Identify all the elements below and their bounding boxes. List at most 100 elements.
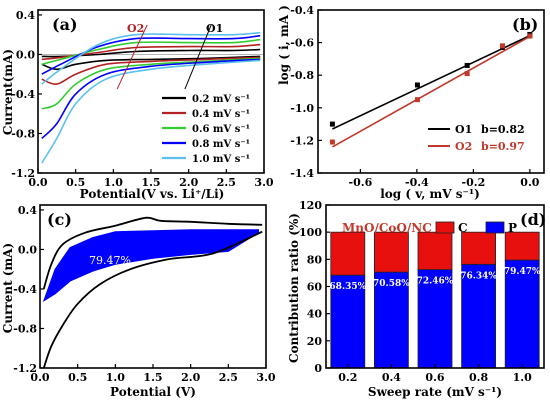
panel-b-ytick-label: -0.8: [290, 69, 314, 82]
panel-a-annotation-o1: O1: [206, 22, 223, 35]
panel-a: 0.0 0.5 1.0 1.5 2.0 2.5 3.00.40.0-0.4-0.8-1.2 …: [1, 9, 274, 201]
panel-c-ytick-label: -0.8: [13, 322, 37, 335]
panel-a-xtick-label: 3.0: [254, 176, 273, 189]
panel-a-ytick-label: -0.8: [11, 127, 35, 140]
panel-b-point-1-2: [464, 71, 470, 77]
panel-b: -0.6 -0.4 -0.2 0.0-0.4-0.6-0.8-1.0-1.2-1.4 …: [277, 4, 545, 201]
panel-a-label: (a): [52, 15, 78, 34]
panel-a-series-0-upper: [41, 48, 261, 58]
panel-c-ytick-label: -0.4: [13, 283, 37, 296]
panel-a-xlabel: Potential(V vs. Li⁺/Li): [80, 187, 225, 201]
panel-b-label: (b): [512, 15, 538, 34]
panel-a-ytick-label: -1.2: [11, 167, 35, 180]
panel-b-point-0-0: [329, 121, 335, 127]
panel-d-xtick-label: 1.0: [513, 371, 532, 384]
panel-c-xtick-label: 1.0: [106, 371, 125, 384]
panel-d-bar-P-2: [417, 269, 453, 369]
panel-b-ytick-label: -1.0: [290, 102, 314, 115]
panel-c-ylabel: Current (mA): [1, 243, 15, 333]
panel-a-series-4-lower: [41, 59, 261, 164]
panel-a-xtick-label: 2.0: [179, 176, 198, 189]
panel-c-xtick-label: 2.0: [181, 371, 200, 384]
panel-d-bar-C-1: [373, 231, 409, 273]
panel-b-fit-1: [332, 35, 531, 148]
panel-d-bar-C-4: [504, 231, 540, 261]
panel-b-ytick-label: -0.4: [290, 4, 314, 17]
panel-d-bar-label-4: 79.47%: [504, 267, 541, 277]
panel-b-legend-b-0: b=0.82: [481, 123, 525, 136]
panel-d-xlabel: Sweep rate (mV s⁻¹): [368, 385, 502, 399]
panel-d-bar-C-0: [330, 231, 366, 276]
panel-d-ytick-label: 60: [307, 281, 323, 294]
panel-d-xtick-label: 0.2: [338, 371, 357, 384]
panel-a-annotation-o2: O2: [127, 22, 144, 35]
panel-d-legend-label-C: C: [458, 221, 468, 235]
panel-d-bar-label-3: 76.34%: [460, 271, 497, 281]
panel-c-xtick-label: 3.0: [256, 371, 275, 384]
panel-c-ytick-label: -1.2: [13, 362, 37, 375]
panel-d-legend-swatch-C: [435, 221, 455, 234]
panel-a-xtick-label: 2.5: [217, 176, 236, 189]
panel-a-legend-label-2: 0.6 mV s⁻¹: [192, 124, 250, 135]
panel-d-legend-swatch-P: [485, 221, 505, 234]
panel-c-annotation: 79.47%: [89, 254, 131, 267]
panel-d-xtick-label: 0.4: [382, 371, 401, 384]
panel-c: 0.0 0.5 1.0 1.5 2.0 2.5 3.00.40.0-0.4-0.8-1.2 …: [1, 204, 276, 399]
panel-a-xtick-label: 1.5: [141, 176, 160, 189]
panel-a-ytick-label: 0.4: [16, 9, 35, 22]
panel-c-xtick-label: 1.5: [143, 371, 162, 384]
panel-d-title: MnO/CoO/NC: [342, 221, 432, 235]
panel-d-ytick-label: 80: [307, 253, 323, 266]
panel-d-bar-C-3: [461, 231, 497, 265]
panel-d-ytick-label: 0: [314, 362, 322, 375]
panel-d: 68.35% 0.2 70.58% 0.4 72.46% 0.6 76.34% 0.8 79.4…: [287, 199, 546, 399]
panel-a-xtick-label: 1.0: [104, 176, 123, 189]
panel-b-point-0-2: [464, 62, 470, 68]
panel-c-xlabel: Potential (V): [110, 385, 196, 399]
panel-b-point-0-1: [414, 82, 420, 88]
panel-a-series-0-lower: [41, 55, 261, 71]
panel-b-legend-b-1: b=0.97: [481, 140, 525, 153]
panel-a-series-1-lower: [41, 56, 261, 85]
panel-b-point-1-4: [527, 33, 533, 39]
panel-c-cv-lower: [42, 230, 263, 369]
panel-a-series-3-lower: [41, 58, 261, 139]
panel-b-legend-name-0: O1: [455, 123, 472, 136]
panel-d-bar-label-0: 68.35%: [329, 282, 366, 292]
panel-d-ytick-label: 20: [307, 335, 323, 348]
panel-c-cv-upper: [42, 216, 263, 290]
panel-b-fit-0: [332, 34, 531, 130]
panel-d-xtick-label: 0.6: [425, 371, 444, 384]
panel-d-bar-P-3: [461, 263, 497, 369]
panel-a-series-1-upper: [41, 43, 261, 61]
panel-c-ytick-label: 0.0: [18, 243, 37, 256]
panel-a-ytick-label: -0.4: [11, 88, 35, 101]
panel-b-xtick-label: -0.2: [462, 176, 486, 189]
panel-b-point-1-1: [414, 97, 420, 103]
panel-c-xtick-label: 0.0: [30, 371, 49, 384]
panel-d-ytick-label: 100: [299, 226, 322, 239]
panel-a-xtick-label: 0.5: [66, 176, 85, 189]
panel-a-xtick-label: 0.0: [28, 176, 47, 189]
panel-d-legend-label-P: P: [508, 221, 517, 235]
panel-d-bar-P-0: [330, 274, 366, 369]
panel-c-xtick-label: 0.5: [68, 371, 87, 384]
panel-a-legend-label-4: 1.0 mV s⁻¹: [192, 154, 250, 165]
panel-a-ylabel: Current(mA): [1, 49, 15, 135]
panel-c-label: (c): [47, 210, 72, 229]
panel-a-legend-label-1: 0.4 mV s⁻¹: [192, 109, 250, 120]
panel-c-capacitive-area: [42, 229, 259, 302]
panel-d-label: (d): [520, 210, 546, 229]
panel-a-series-2-upper: [41, 38, 261, 66]
panel-b-xlabel: log ( v, mV s⁻¹): [380, 187, 480, 201]
panel-a-o2-guide: [116, 24, 148, 90]
panel-d-bar-label-1: 70.58%: [373, 279, 410, 289]
panel-b-ytick-label: -1.2: [290, 134, 314, 147]
panel-a-series-4-upper: [41, 31, 261, 85]
panel-d-xtick-label: 0.8: [469, 371, 488, 384]
panel-a-series-2-lower: [41, 57, 261, 110]
panel-a-legend-label-3: 0.8 mV s⁻¹: [192, 139, 250, 150]
panel-a-ytick-label: 0.0: [16, 48, 35, 61]
panel-d-bar-P-4: [504, 259, 540, 369]
